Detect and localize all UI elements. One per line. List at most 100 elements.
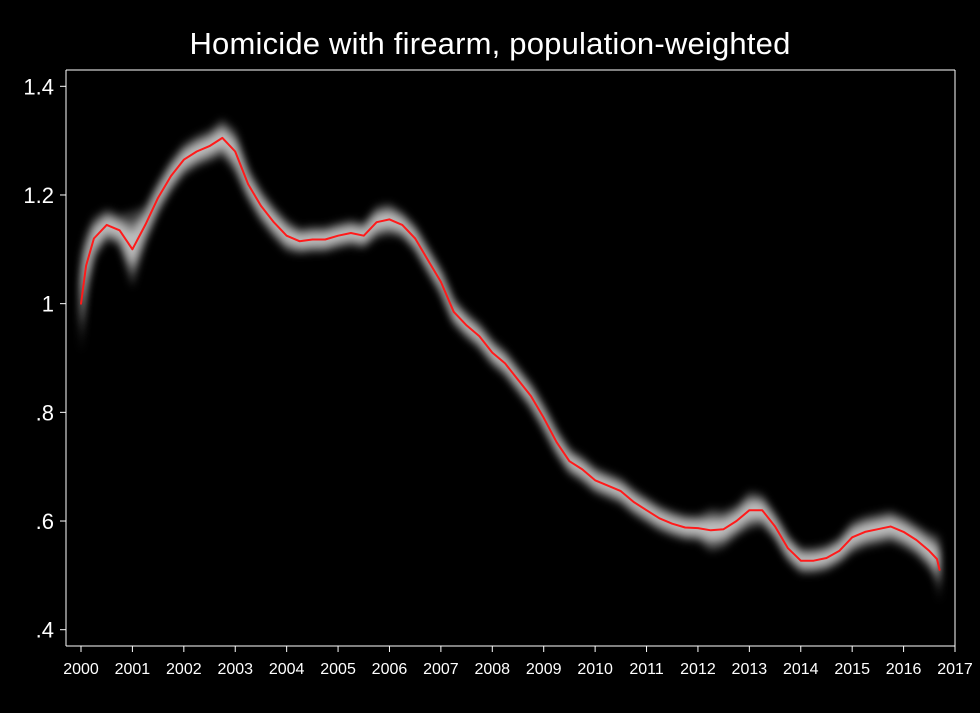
data-point xyxy=(671,523,673,525)
data-point xyxy=(144,224,146,226)
data-point xyxy=(774,525,776,528)
data-point xyxy=(936,558,938,560)
data-point xyxy=(119,229,121,231)
x-tick-label: 2010 xyxy=(577,661,613,678)
data-point xyxy=(157,197,159,199)
x-tick-label: 2007 xyxy=(423,661,459,678)
data-point xyxy=(478,335,480,337)
data-point xyxy=(543,417,545,419)
data-point xyxy=(106,224,108,226)
x-tick-label: 2004 xyxy=(269,661,305,678)
data-point xyxy=(504,362,506,364)
data-point xyxy=(80,303,82,305)
data-point xyxy=(401,224,403,226)
data-point xyxy=(221,137,223,139)
data-point xyxy=(645,509,648,511)
x-tick-label: 2006 xyxy=(372,661,408,678)
x-tick-label: 2002 xyxy=(166,661,202,678)
data-point xyxy=(787,547,789,549)
data-point xyxy=(915,539,918,541)
data-point xyxy=(864,531,866,533)
data-point xyxy=(298,240,301,242)
data-point xyxy=(710,529,712,531)
data-point xyxy=(838,550,840,552)
data-point xyxy=(350,232,352,234)
data-point xyxy=(324,238,326,241)
confidence-band xyxy=(81,129,940,585)
data-point xyxy=(723,528,725,530)
x-tick-label: 2015 xyxy=(834,661,870,678)
data-point xyxy=(877,528,879,530)
data-point xyxy=(890,525,892,528)
data-point xyxy=(414,237,416,240)
x-tick-label: 2014 xyxy=(783,661,819,678)
data-point xyxy=(517,379,519,381)
data-point xyxy=(594,479,596,481)
y-tick-label: 1 xyxy=(42,292,54,317)
data-point xyxy=(658,517,661,519)
data-point xyxy=(170,175,172,177)
data-point xyxy=(183,159,185,161)
data-point xyxy=(208,145,211,147)
x-tick-label: 2005 xyxy=(320,661,356,678)
x-tick-label: 2016 xyxy=(886,661,922,678)
data-point xyxy=(684,526,686,529)
y-tick-label: 1.2 xyxy=(23,183,54,208)
data-point xyxy=(85,265,87,267)
x-tick-label: 2009 xyxy=(526,661,562,678)
confidence-band-layer xyxy=(81,118,940,603)
x-tick-label: 2008 xyxy=(474,661,510,678)
data-point xyxy=(825,557,828,559)
data-point xyxy=(851,536,853,538)
data-point xyxy=(337,235,339,237)
x-tick-label: 2001 xyxy=(115,661,151,678)
data-point xyxy=(363,235,365,237)
data-point xyxy=(131,248,133,250)
series-line-layer xyxy=(80,136,941,571)
x-tick-label: 2003 xyxy=(217,661,253,678)
data-point xyxy=(800,560,802,562)
data-point xyxy=(93,237,95,240)
data-point xyxy=(530,395,532,397)
y-tick-label: .6 xyxy=(36,509,54,534)
data-point xyxy=(388,218,391,220)
data-point xyxy=(556,441,558,443)
data-point xyxy=(697,527,699,529)
data-point xyxy=(427,259,429,261)
x-tick-label: 2017 xyxy=(937,661,973,678)
data-point xyxy=(939,569,941,571)
chart-title: Homicide with firearm, population-weight… xyxy=(189,26,791,61)
data-point xyxy=(376,221,378,223)
data-point xyxy=(620,490,622,492)
x-tick-label: 2012 xyxy=(680,661,716,678)
data-point xyxy=(453,311,455,313)
data-point xyxy=(568,460,571,462)
data-point xyxy=(311,238,313,241)
x-tick-label: 2013 xyxy=(732,661,768,678)
data-point xyxy=(761,509,763,511)
data-point xyxy=(813,560,815,562)
data-point xyxy=(440,281,442,283)
data-point xyxy=(491,352,493,354)
x-tick-label: 2000 xyxy=(63,661,99,678)
data-point xyxy=(234,150,236,153)
data-point xyxy=(928,550,930,552)
data-point xyxy=(735,520,738,522)
data-point xyxy=(748,509,751,511)
data-point xyxy=(247,183,249,185)
data-point xyxy=(286,235,288,237)
y-tick-label: 1.4 xyxy=(23,74,54,99)
data-point xyxy=(260,205,262,207)
data-point xyxy=(903,531,905,533)
x-tick-label: 2011 xyxy=(629,661,664,678)
y-tick-label: .8 xyxy=(36,400,54,425)
data-point xyxy=(607,485,609,487)
data-point xyxy=(466,324,468,326)
data-point xyxy=(273,221,275,223)
series-line xyxy=(80,136,941,571)
data-point xyxy=(633,501,635,503)
data-point xyxy=(196,150,198,153)
y-tick-label: .4 xyxy=(36,618,54,643)
axes: .4 .6 .8 1 1.2 1.4 2000 2001 2002 2003 2004 2005 200… xyxy=(23,69,973,678)
